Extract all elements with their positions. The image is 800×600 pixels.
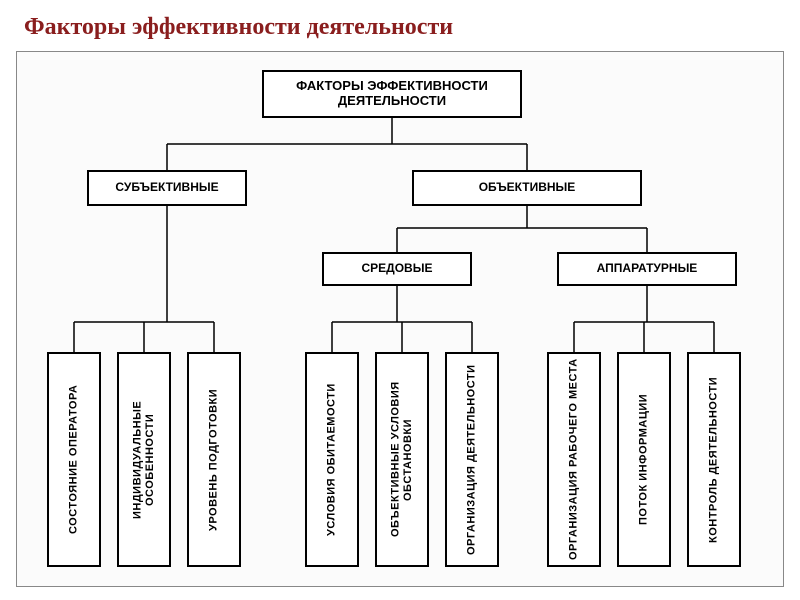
- leaf-3: УРОВЕНЬ ПОДГОТОВКИ: [187, 352, 241, 567]
- leaf-6: ОРГАНИЗАЦИЯ ДЕЯТЕЛЬНОСТИ: [445, 352, 499, 567]
- leaf-1: СОСТОЯНИЕ ОПЕРАТОРА: [47, 352, 101, 567]
- leaf-9: КОНТРОЛЬ ДЕЯТЕЛЬНОСТИ: [687, 352, 741, 567]
- node-objective: ОБЪЕКТИВНЫЕ: [412, 170, 642, 206]
- leaf-2: ИНДИВИДУАЛЬНЫЕ ОСОБЕННОСТИ: [117, 352, 171, 567]
- node-root: ФАКТОРЫ ЭФФЕКТИВНОСТИ ДЕЯТЕЛЬНОСТИ: [262, 70, 522, 118]
- leaf-4: УСЛОВИЯ ОБИТАЕМОСТИ: [305, 352, 359, 567]
- node-apparaturnye: АППАРАТУРНЫЕ: [557, 252, 737, 286]
- leaf-5: ОБЪЕКТИВНЫЕ УСЛОВИЯ ОБСТАНОВКИ: [375, 352, 429, 567]
- diagram-canvas: ФАКТОРЫ ЭФФЕКТИВНОСТИ ДЕЯТЕЛЬНОСТИ СУБЪЕ…: [16, 51, 784, 587]
- leaf-8: ПОТОК ИНФОРМАЦИИ: [617, 352, 671, 567]
- node-subjective: СУБЪЕКТИВНЫЕ: [87, 170, 247, 206]
- leaf-7: ОРГАНИЗАЦИЯ РАБОЧЕГО МЕСТА: [547, 352, 601, 567]
- page-title: Факторы эффективности деятельности: [0, 0, 800, 49]
- node-sredovye: СРЕДОВЫЕ: [322, 252, 472, 286]
